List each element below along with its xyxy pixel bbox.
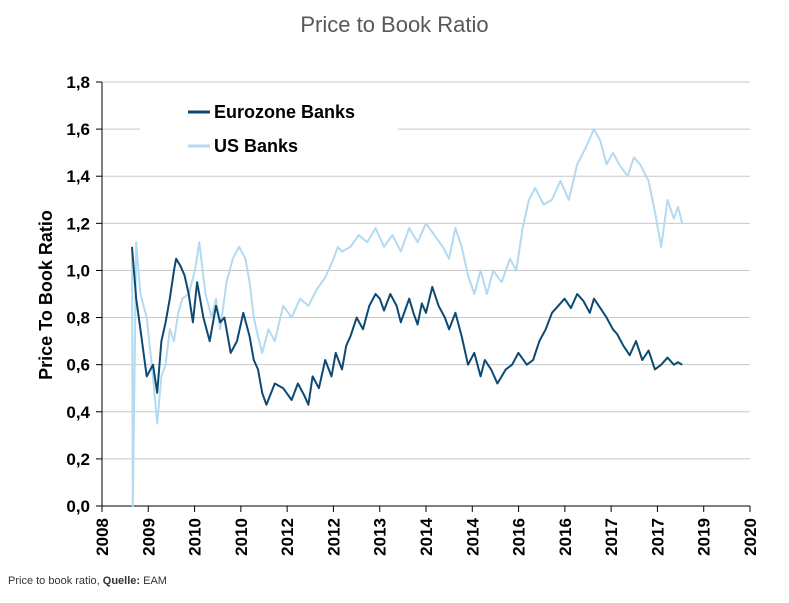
x-tick-label: 2019 <box>695 518 714 556</box>
legend: Eurozone Banks US Banks <box>188 102 355 156</box>
y-tick-label: 0,2 <box>66 450 90 469</box>
x-tick-label: 2013 <box>371 518 390 556</box>
y-axis-label: Price To Book Ratio <box>36 210 56 380</box>
legend-label: US Banks <box>214 136 298 156</box>
y-tick-label: 1,2 <box>66 214 90 233</box>
chart-title: Price to Book Ratio <box>300 12 489 37</box>
series-line-eurozone-banks <box>131 246 683 406</box>
x-tick-label: 2014 <box>417 517 436 555</box>
y-tick-label: 1,4 <box>66 167 90 186</box>
x-axis-ticks: 2008 2009 2010 2010 2012 2012 2013 2014 2014 2016… <box>93 506 760 556</box>
chart-canvas: 0,00,20,40,60,81,01,21,41,61,8 2008 2009 2… <box>36 73 760 556</box>
y-tick-label: 1,6 <box>66 120 90 139</box>
y-axis-ticks: 0,0 0,2 0,4 0,6 0,8 1,0 1,2 1,4 1,6 1,8 <box>66 73 102 516</box>
caption-text: Price to book ratio, <box>8 575 103 587</box>
y-tick-label: 0,0 <box>66 497 90 516</box>
x-tick-label: 2010 <box>186 518 205 556</box>
x-tick-label: 2008 <box>93 518 112 556</box>
x-tick-label: 2017 <box>602 518 621 556</box>
legend-label: Eurozone Banks <box>214 102 355 122</box>
caption-source: EAM <box>140 575 167 587</box>
x-tick-label: 2020 <box>741 518 760 556</box>
x-tick-label: 2010 <box>232 518 251 556</box>
caption-source-label: Quelle: <box>102 575 141 587</box>
y-tick-label: 0,4 <box>66 403 90 422</box>
y-tick-label: 1,0 <box>66 261 90 280</box>
y-tick-label: 0,6 <box>66 356 90 375</box>
y-tick-label: 0,8 <box>66 309 90 328</box>
grid-lines <box>102 81 750 460</box>
x-tick-label: 2009 <box>139 518 158 556</box>
x-tick-label: 2016 <box>556 518 575 556</box>
x-tick-label: 2017 <box>648 518 667 556</box>
y-tick-label: 1,8 <box>66 73 90 92</box>
x-tick-label: 2016 <box>510 518 529 556</box>
series-lines <box>131 128 684 507</box>
caption: Price to book ratio, Quelle: EAM <box>8 575 167 587</box>
x-tick-label: 2012 <box>278 518 297 556</box>
x-tick-label: 2014 <box>463 517 482 555</box>
series-line-us-banks <box>131 128 684 507</box>
x-tick-label: 2012 <box>324 518 343 556</box>
